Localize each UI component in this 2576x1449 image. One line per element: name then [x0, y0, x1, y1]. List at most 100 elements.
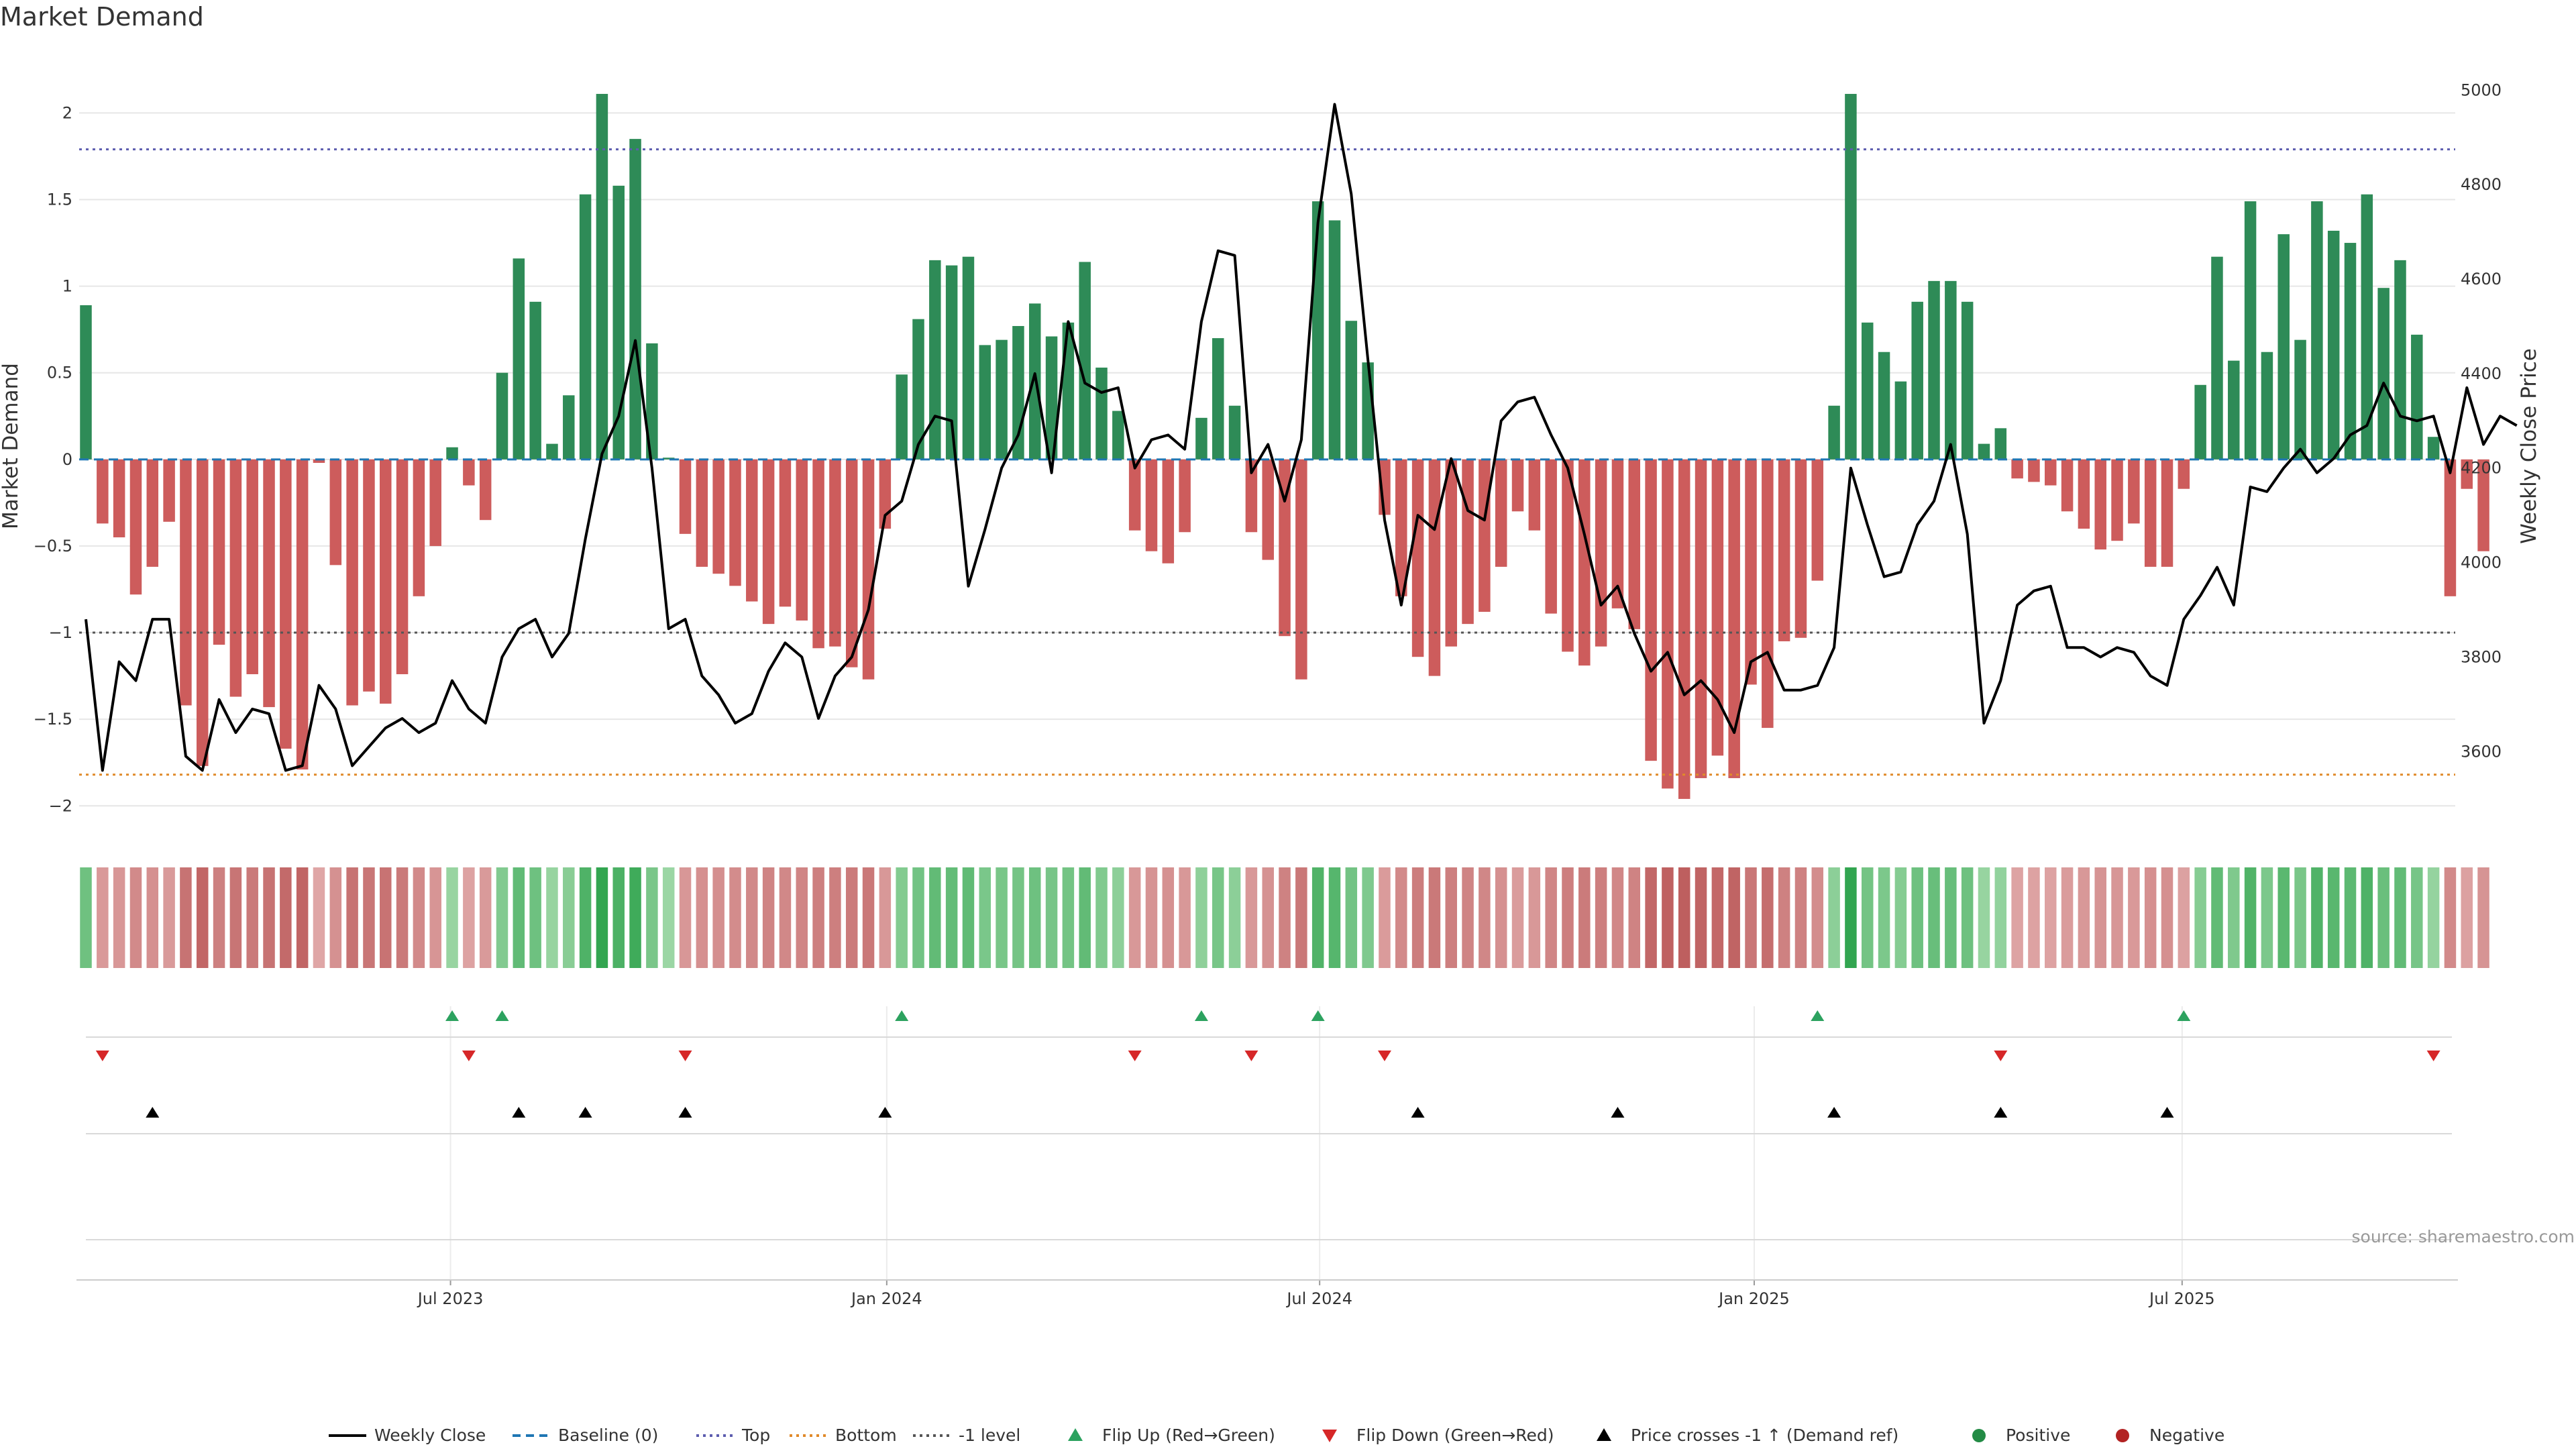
demand-bar-negative: [146, 459, 159, 567]
heat-cell: [662, 867, 675, 968]
heat-cell: [1711, 867, 1724, 968]
x-tick-label: Jan 2025: [1717, 1289, 1790, 1308]
demand-bar-positive: [1212, 338, 1224, 460]
heat-cell: [1112, 867, 1124, 968]
legend-label: Baseline (0): [558, 1426, 658, 1445]
demand-bar-positive: [513, 258, 525, 460]
demand-bar-negative: [1728, 459, 1740, 778]
legend: Weekly Close Baseline (0) Top Bottom -1 leve…: [329, 1426, 2224, 1445]
y-tick-left: 1.5: [47, 190, 72, 209]
heat-cell: [596, 867, 608, 968]
y-tick-right: 5000: [2461, 80, 2502, 99]
heat-cell: [1495, 867, 1507, 968]
price-cross-marker: [1611, 1107, 1625, 1118]
demand-bar-positive: [1945, 280, 1957, 460]
heat-cell: [2144, 867, 2157, 968]
weekly-close-series: [85, 103, 2518, 772]
heat-cell: [1695, 867, 1707, 968]
legend-key: [2116, 1429, 2129, 1442]
demand-bar-positive: [2411, 334, 2423, 460]
demand-bar-positive: [962, 256, 975, 460]
demand-bar-negative: [1445, 459, 1457, 647]
heat-cell: [180, 867, 192, 968]
demand-bar-negative: [413, 459, 425, 596]
legend-label: Negative: [2149, 1426, 2224, 1445]
heat-cell: [1145, 867, 1158, 968]
heat-cell: [1379, 867, 1391, 968]
heat-cell: [629, 867, 641, 968]
flip-up-marker: [2177, 1010, 2191, 1021]
heat-cell: [2161, 867, 2174, 968]
demand-bar-positive: [2311, 201, 2323, 460]
heat-cell: [1628, 867, 1641, 968]
price-cross-marker: [1411, 1107, 1425, 1118]
legend-label: Bottom: [835, 1426, 897, 1445]
heat-cell: [329, 867, 342, 968]
heat-cell: [1928, 867, 1940, 968]
demand-bar-positive: [2427, 437, 2440, 460]
demand-bar-negative: [1528, 459, 1541, 531]
heat-cell: [2427, 867, 2440, 968]
heat-cell: [2078, 867, 2090, 968]
demand-bar-negative: [1562, 459, 1574, 652]
y-tick-right: 3800: [2461, 647, 2502, 666]
demand-bar-positive: [2377, 288, 2390, 460]
demand-bar-positive: [1845, 93, 1857, 460]
y-tick-left: 0: [62, 450, 72, 469]
demand-bar-negative: [163, 459, 175, 522]
heat-cell: [2394, 867, 2406, 968]
legend-label: Price crosses -1 ↑ (Demand ref): [1631, 1426, 1898, 1445]
heat-cell: [829, 867, 841, 968]
y-tick-left: −0.5: [34, 537, 72, 555]
heat-cell: [779, 867, 792, 968]
demand-bar-negative: [2477, 459, 2489, 551]
demand-bars: [80, 93, 2489, 799]
heat-cell: [796, 867, 808, 968]
demand-bar-positive: [1079, 262, 1091, 460]
demand-bar-negative: [829, 459, 841, 647]
legend-label: Weekly Close: [374, 1426, 486, 1445]
demand-bar-negative: [1279, 459, 1291, 637]
demand-bar-positive: [1994, 428, 2007, 460]
heat-cell: [2344, 867, 2357, 968]
demand-bar-negative: [2128, 459, 2140, 524]
heat-cell: [1595, 867, 1607, 968]
heat-cell: [1678, 867, 1690, 968]
heat-cell: [2194, 867, 2206, 968]
heat-cell: [413, 867, 425, 968]
heat-cell: [1462, 867, 1474, 968]
heat-cell: [2045, 867, 2057, 968]
heat-cell: [1328, 867, 1341, 968]
heat-cell: [2361, 867, 2373, 968]
flip-up-marker: [445, 1010, 460, 1021]
demand-bar-negative: [1762, 459, 1774, 729]
demand-bar-positive: [1978, 443, 1990, 460]
demand-bar-negative: [479, 459, 492, 521]
heat-cell: [1028, 867, 1041, 968]
price-cross-marker: [1994, 1107, 2008, 1118]
heat-cell: [1762, 867, 1774, 968]
demand-bar-negative: [296, 459, 309, 770]
heat-cell: [879, 867, 892, 968]
demand-bar-negative: [1578, 459, 1591, 666]
heat-cell: [845, 867, 858, 968]
demand-bar-negative: [1395, 459, 1407, 596]
heat-cell: [1228, 867, 1241, 968]
heat-cell: [679, 867, 692, 968]
heat-cell: [296, 867, 309, 968]
heat-cell: [1578, 867, 1591, 968]
demand-bar-negative: [2045, 459, 2057, 486]
demand-bar-positive: [646, 343, 658, 460]
demand-bar-negative: [346, 459, 358, 706]
flip-down-marker: [2426, 1051, 2440, 1061]
heat-cell: [2128, 867, 2140, 968]
demand-bar-negative: [1245, 459, 1258, 533]
heat-cell: [1079, 867, 1091, 968]
demand-bar-positive: [1328, 220, 1341, 460]
legend-key: [1068, 1428, 1083, 1441]
heat-cell: [1828, 867, 1840, 968]
heat-cell: [313, 867, 325, 968]
axes: 2 1.5 1 0.5 0 −0.5 −1 −1.5 −2 5000 4800 4600 4400 420…: [34, 80, 2502, 1308]
demand-bar-negative: [2028, 459, 2040, 482]
demand-bar-negative: [180, 459, 192, 706]
